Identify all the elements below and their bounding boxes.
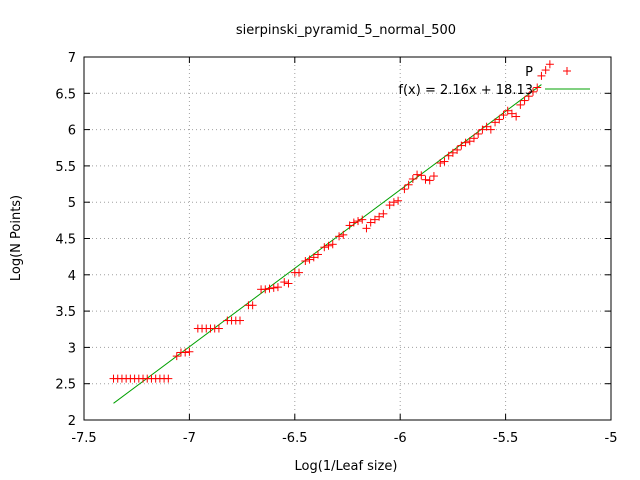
legend-marker-points bbox=[563, 67, 571, 75]
data-point bbox=[339, 230, 348, 239]
x-tick-label: -7.5 bbox=[71, 431, 96, 446]
data-point bbox=[425, 176, 434, 185]
data-point bbox=[295, 268, 304, 277]
x-tick-label: -5.5 bbox=[493, 431, 518, 446]
data-point bbox=[491, 118, 500, 127]
grid bbox=[84, 57, 611, 420]
data-point bbox=[389, 198, 398, 207]
x-axis-label: Log(1/Leaf size) bbox=[295, 459, 398, 474]
data-point bbox=[328, 240, 337, 249]
axis-ticks: -7.5 -7 -6.5 -6 -5.5 -5 2 2.5 3 3.5 4 4.5 5 5.5 6 6.5 7 bbox=[55, 51, 617, 446]
data-point bbox=[366, 218, 375, 227]
y-tick-label: 5.5 bbox=[55, 160, 76, 175]
data-point bbox=[448, 148, 457, 157]
data-point bbox=[164, 374, 173, 383]
data-point bbox=[421, 175, 430, 184]
data-point bbox=[265, 284, 274, 293]
data-point bbox=[354, 217, 363, 226]
y-tick-label: 2.5 bbox=[55, 378, 76, 393]
data-point bbox=[305, 255, 314, 264]
data-point bbox=[413, 170, 422, 179]
data-point bbox=[309, 253, 318, 262]
data-point bbox=[400, 185, 409, 194]
data-point bbox=[301, 257, 310, 266]
x-tick-label: -7 bbox=[183, 431, 196, 446]
series-layer bbox=[109, 60, 554, 404]
data-point bbox=[465, 137, 474, 146]
data-point bbox=[185, 347, 194, 356]
data-point bbox=[486, 125, 495, 134]
data-point bbox=[345, 221, 354, 230]
data-point bbox=[507, 109, 516, 118]
data-point bbox=[457, 141, 466, 150]
data-point bbox=[453, 145, 462, 154]
data-point bbox=[516, 100, 525, 109]
x-tick-label: -5 bbox=[605, 431, 618, 446]
data-point bbox=[280, 278, 289, 287]
data-point bbox=[417, 171, 426, 180]
data-point bbox=[313, 250, 322, 259]
data-point bbox=[349, 218, 358, 227]
data-point bbox=[370, 215, 379, 224]
data-point bbox=[440, 157, 449, 166]
y-tick-label: 6.5 bbox=[55, 87, 76, 102]
data-point bbox=[482, 122, 491, 131]
data-point bbox=[537, 71, 546, 80]
data-point bbox=[533, 83, 542, 92]
data-point bbox=[362, 224, 371, 233]
data-point bbox=[503, 106, 512, 115]
data-point bbox=[499, 111, 508, 120]
data-point bbox=[478, 125, 487, 134]
data-point bbox=[394, 196, 403, 205]
data-point bbox=[545, 60, 554, 69]
y-tick-label: 2 bbox=[68, 414, 76, 429]
data-point bbox=[273, 283, 282, 292]
data-point bbox=[375, 212, 384, 221]
data-point bbox=[469, 134, 478, 143]
data-point bbox=[529, 87, 538, 96]
legend-label-fit: f(x) = 2.16x + 18.13 bbox=[398, 83, 533, 98]
y-tick-label: 4 bbox=[68, 269, 76, 284]
data-point bbox=[520, 96, 529, 105]
x-tick-label: -6 bbox=[394, 431, 407, 446]
y-tick-label: 3.5 bbox=[55, 305, 76, 320]
data-point bbox=[235, 316, 244, 325]
data-point bbox=[320, 243, 329, 252]
chart-title: sierpinski_pyramid_5_normal_500 bbox=[236, 23, 456, 38]
data-point bbox=[429, 172, 438, 181]
data-point bbox=[385, 201, 394, 210]
data-point bbox=[335, 232, 344, 241]
y-tick-label: 4.5 bbox=[55, 233, 76, 248]
data-point bbox=[495, 115, 504, 124]
data-point bbox=[461, 138, 470, 147]
data-point bbox=[512, 112, 521, 121]
data-point bbox=[181, 348, 190, 357]
y-tick-label: 7 bbox=[68, 51, 76, 66]
data-point bbox=[379, 209, 388, 218]
data-point bbox=[214, 324, 223, 333]
data-point bbox=[261, 285, 270, 294]
legend: Pf(x) = 2.16x + 18.13 bbox=[398, 65, 590, 98]
data-point bbox=[474, 129, 483, 138]
data-point bbox=[436, 158, 445, 167]
data-point bbox=[358, 215, 367, 224]
data-point bbox=[444, 151, 453, 160]
data-point bbox=[408, 174, 417, 183]
y-axis-label: Log(N Points) bbox=[9, 195, 24, 281]
data-point bbox=[172, 352, 181, 361]
data-point bbox=[524, 92, 533, 101]
data-point bbox=[248, 301, 257, 310]
data-point bbox=[324, 241, 333, 250]
data-point bbox=[404, 180, 413, 189]
y-tick-label: 5 bbox=[68, 196, 76, 211]
data-point bbox=[284, 279, 293, 288]
data-point bbox=[541, 66, 550, 75]
x-tick-label: -6.5 bbox=[282, 431, 307, 446]
y-tick-label: 6 bbox=[68, 124, 76, 139]
y-tick-label: 3 bbox=[68, 341, 76, 356]
legend-label-points: P bbox=[525, 65, 533, 80]
data-point bbox=[269, 283, 278, 292]
